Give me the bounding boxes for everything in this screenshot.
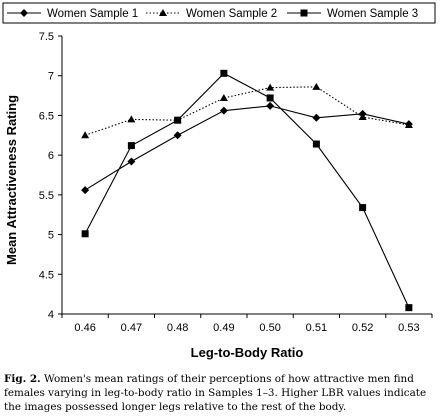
legend-label: Women Sample 3: [327, 8, 418, 20]
data-point: [173, 131, 182, 140]
legend-marker: [300, 9, 308, 17]
legend-item-3: Women Sample 3: [287, 8, 418, 20]
x-tick-label: 0.46: [74, 322, 95, 334]
data-point: [404, 120, 413, 128]
y-tick-label: 7.5: [39, 31, 54, 43]
y-ticks: 4 4.5 5 5.5 6 6.5 7 7.5: [39, 31, 62, 321]
series-1-line: [84, 105, 409, 191]
y-tick-label: 4.5: [39, 269, 54, 281]
series-layer: [81, 69, 413, 312]
figure-caption: Fig. 2. Women's mean ratings of their pe…: [4, 372, 436, 414]
legend: Women Sample 1 Women Sample 2 Women Sample…: [2, 2, 436, 24]
caption-text: Women's mean ratings of their perception…: [4, 373, 427, 413]
data-point: [312, 113, 321, 122]
y-tick-label: 7: [48, 71, 54, 83]
x-tick-label: 0.48: [167, 322, 188, 334]
data-point: [127, 157, 136, 166]
x-tick-label: 0.51: [306, 322, 327, 334]
data-point: [174, 116, 182, 124]
caption-label: Fig. 2.: [4, 373, 41, 385]
x-axis-label: Leg-to-Body Ratio: [191, 345, 304, 360]
data-point: [81, 230, 89, 238]
data-point: [266, 94, 274, 102]
data-point: [220, 69, 228, 77]
data-point: [219, 93, 228, 101]
data-point: [359, 204, 367, 212]
data-point: [266, 101, 275, 110]
series-3: [81, 69, 413, 312]
data-point: [219, 106, 228, 115]
y-axis-label: Mean Attractiveness Rating: [4, 95, 19, 265]
legend-marker: [20, 9, 28, 17]
data-point: [127, 115, 136, 123]
y-tick-label: 5: [48, 230, 54, 242]
series-1: [81, 101, 413, 195]
x-tick-label: 0.47: [121, 322, 142, 334]
data-point: [81, 131, 90, 139]
legend-item-1: Women Sample 1: [7, 8, 138, 20]
legend-box: [2, 2, 436, 24]
legend-item-2: Women Sample 2: [146, 8, 277, 20]
y-tick-label: 6.5: [39, 110, 54, 122]
data-point: [266, 83, 275, 91]
x-ticks: 0.46 0.47 0.48 0.49 0.50 0.51 0.52 0.53: [61, 314, 433, 334]
x-tick-label: 0.53: [398, 322, 419, 334]
series-2-line: [84, 86, 409, 136]
legend-label: Women Sample 1: [47, 8, 138, 20]
series-3-line: [84, 72, 410, 308]
data-point: [312, 140, 320, 148]
legend-label: Women Sample 2: [186, 8, 277, 20]
y-tick-label: 4: [48, 309, 54, 321]
y-tick-label: 5.5: [39, 190, 54, 202]
y-tick-label: 6: [48, 150, 54, 162]
data-point: [312, 82, 321, 90]
data-point: [358, 113, 367, 121]
data-point: [405, 304, 413, 312]
legend-marker: [159, 9, 167, 16]
axes: [61, 36, 432, 315]
data-point: [81, 186, 90, 195]
x-tick-label: 0.50: [259, 322, 280, 334]
data-point: [127, 142, 135, 150]
x-tick-label: 0.49: [213, 322, 234, 334]
x-tick-label: 0.52: [352, 322, 373, 334]
